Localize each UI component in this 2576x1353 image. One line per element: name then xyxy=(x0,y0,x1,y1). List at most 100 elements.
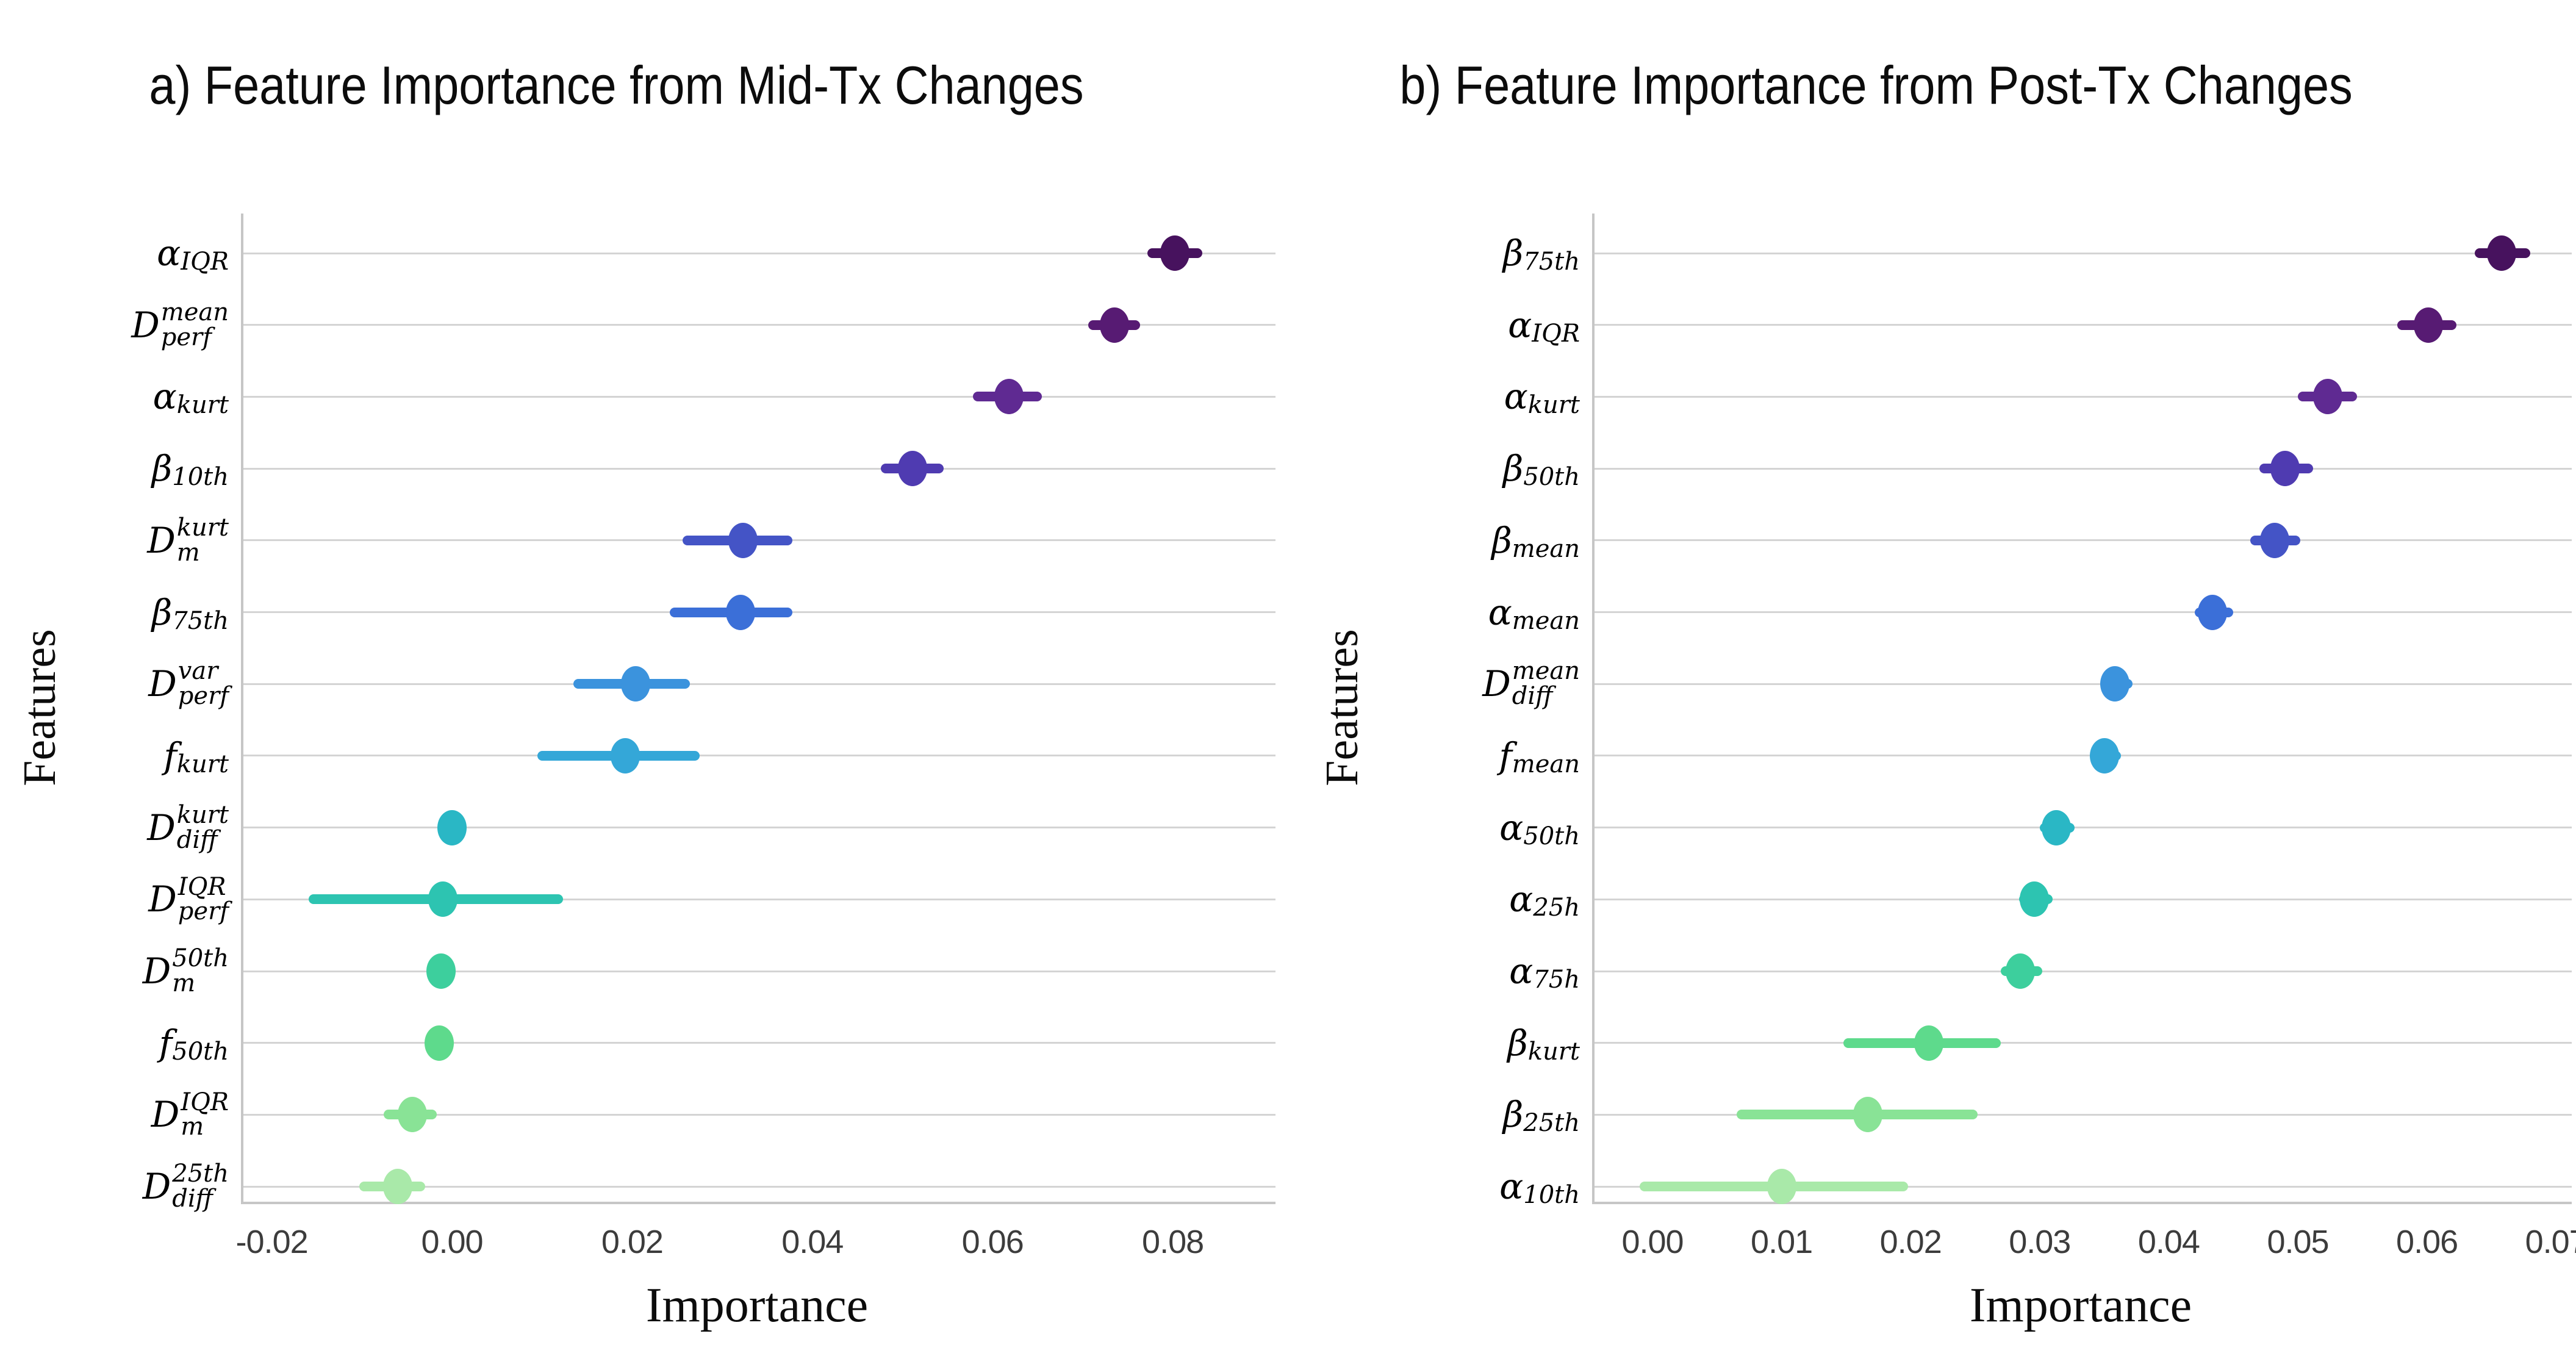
feature-label: α 75h xyxy=(1509,935,1580,1008)
feature-label: α 10th xyxy=(1499,1150,1580,1223)
feature-label: α kurt xyxy=(153,360,229,433)
gridline xyxy=(1595,827,2572,829)
data-point xyxy=(2006,953,2036,989)
data-point xyxy=(2198,594,2228,630)
x-tick-label: 0.08 xyxy=(1142,1224,1204,1260)
feature-subscript: kurt xyxy=(1527,1037,1580,1066)
feature-subscript: 50th xyxy=(1523,822,1580,850)
feature-subscript: 50th xyxy=(1523,463,1580,492)
gridline xyxy=(243,1185,1275,1188)
data-point xyxy=(897,451,927,487)
plot-area-b: 0.00 0.01 0.02 0.03 0.04 0.05 0.06 0.07 xyxy=(1592,214,2576,1260)
x-tick-label: -0.02 xyxy=(235,1224,309,1260)
data-point xyxy=(2020,881,2050,917)
feature-symbol: α xyxy=(1509,878,1534,921)
data-point xyxy=(437,809,467,845)
gridline xyxy=(243,827,1275,829)
feature-symbol: D xyxy=(148,663,177,705)
subplot-a-mid-tx: a) Feature Importance from Mid-Tx Change… xyxy=(0,0,1287,1353)
data-point xyxy=(1853,1097,1883,1133)
feature-label: β mean xyxy=(1491,504,1580,577)
gridline xyxy=(243,755,1275,757)
data-point xyxy=(1099,307,1129,343)
feature-scripts: IQR m xyxy=(181,1088,229,1141)
feature-scripts: mean perf xyxy=(160,298,229,351)
gridline xyxy=(1595,611,2572,613)
feature-subscript: 10th xyxy=(1523,1181,1580,1210)
data-point xyxy=(2100,666,2129,702)
data-point xyxy=(1767,1169,1796,1205)
data-point xyxy=(2042,809,2072,845)
feature-scripts: mean diff xyxy=(1512,657,1580,711)
feature-scripts: kurt m xyxy=(176,514,229,567)
gridline xyxy=(243,324,1275,326)
subplot-b-post-tx: b) Feature Importance from Post-Tx Chang… xyxy=(1287,0,2576,1353)
data-point xyxy=(2259,522,2289,558)
x-tick-label: 0.01 xyxy=(1751,1224,1813,1260)
feature-label: β 75th xyxy=(1503,217,1580,290)
feature-label: β 10th xyxy=(152,432,229,505)
feature-label: β 25th xyxy=(1503,1078,1580,1151)
gridline xyxy=(243,1113,1275,1116)
x-tick-label: 0.04 xyxy=(2137,1224,2200,1260)
feature-label: β 50th xyxy=(1503,432,1580,505)
feature-subscript: kurt xyxy=(176,750,229,778)
feature-symbol: β xyxy=(151,591,173,633)
feature-symbol: β xyxy=(1491,519,1512,561)
feature-scripts: 25th diff xyxy=(172,1160,229,1213)
plot-area-a: -0.02 0.00 0.02 0.04 0.06 0.08 xyxy=(236,214,1275,1260)
feature-label: β 75th xyxy=(152,576,229,649)
feature-symbol: α xyxy=(1509,950,1534,992)
data-point xyxy=(425,1025,454,1061)
feature-subscript: mean xyxy=(1512,750,1580,778)
data-point xyxy=(725,594,755,630)
x-tick-label: 0.05 xyxy=(2267,1224,2329,1260)
feature-symbol: f xyxy=(159,1022,173,1064)
data-point xyxy=(383,1169,413,1205)
gridline xyxy=(1595,1113,2572,1116)
feature-symbol: α xyxy=(1504,376,1528,418)
feature-symbol: α xyxy=(1508,304,1532,346)
data-point xyxy=(2413,307,2443,343)
data-point xyxy=(426,953,456,989)
gridline xyxy=(243,467,1275,470)
feature-symbol: D xyxy=(151,1094,180,1136)
feature-label: α 50th xyxy=(1499,791,1580,864)
feature-scripts: var perf xyxy=(178,657,229,711)
x-tick-label: 0.06 xyxy=(2396,1224,2458,1260)
gridline xyxy=(1595,395,2572,398)
feature-symbol: D xyxy=(147,806,176,849)
x-axis-label-a: Importance xyxy=(645,1279,869,1332)
feature-label: α kurt xyxy=(1504,360,1580,433)
feature-symbol: β xyxy=(151,448,173,490)
gridline xyxy=(1595,970,2572,972)
feature-label: f kurt xyxy=(163,719,229,792)
gridline xyxy=(243,252,1275,254)
gridline xyxy=(1595,324,2572,326)
feature-label: α mean xyxy=(1488,576,1580,649)
feature-subscript: 75h xyxy=(1533,966,1580,994)
gridline xyxy=(1595,1042,2572,1044)
feature-symbol: D xyxy=(147,519,176,561)
feature-label: D 25th diff xyxy=(143,1150,229,1223)
feature-symbol: α xyxy=(1499,1166,1524,1208)
gridline xyxy=(1595,683,2572,685)
feature-label: f 50th xyxy=(159,1007,229,1080)
feature-label: D IQR m xyxy=(151,1078,229,1151)
data-point xyxy=(1914,1025,1943,1061)
gridline xyxy=(1595,1185,2572,1188)
x-tick-label: 0.03 xyxy=(2009,1224,2071,1260)
gridline xyxy=(243,898,1275,900)
feature-label: β kurt xyxy=(1507,1007,1580,1080)
x-axis-label-b: Importance xyxy=(1969,1279,2192,1332)
gridline xyxy=(1595,467,2572,470)
feature-subscript: IQR xyxy=(181,248,229,276)
feature-subscript: 25h xyxy=(1533,894,1580,922)
gridline xyxy=(243,683,1275,685)
x-tick-label: 0.02 xyxy=(601,1224,664,1260)
